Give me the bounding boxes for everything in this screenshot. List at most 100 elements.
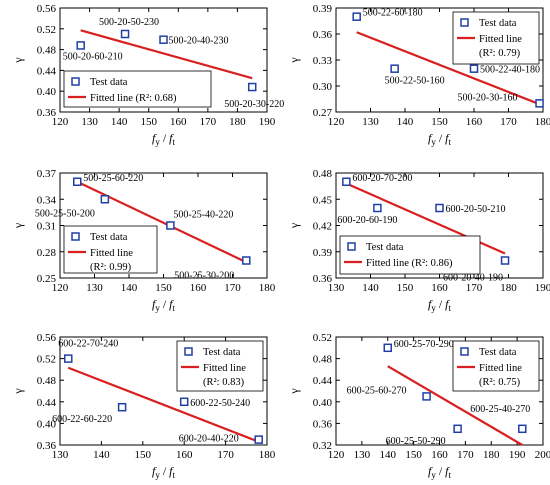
legend-fit-label: Fitted line	[479, 34, 522, 45]
data-point	[247, 82, 257, 92]
data-point	[535, 99, 544, 108]
legend-data-label: Test data	[479, 18, 517, 29]
chart-panel-2: 120 130 140 150 160 170 180 0.27 0.30 0.33 0.36 0.3…	[287, 3, 550, 147]
x-tick-label: 190	[535, 282, 550, 294]
data-point-label: 500-22-40-180	[480, 65, 540, 76]
legend: Test data Fitted line (R²: 0.99)	[63, 225, 158, 274]
legend-r2-label: (R²: 0.83)	[203, 377, 245, 388]
x-axis-title: fy / ft	[152, 464, 176, 480]
data-point	[469, 64, 479, 73]
x-tick-label: 120	[52, 282, 69, 294]
y-tick-label: 0.30	[313, 81, 333, 93]
x-tick-label: 150	[155, 282, 172, 294]
y-tick-label: 0.28	[37, 247, 57, 259]
legend-data-label: Test data	[203, 347, 241, 358]
x-tick-label: 150	[140, 116, 157, 128]
x-tick-label: 140	[111, 116, 128, 128]
legend: Test data Fitted line (R²: 0.83)	[176, 340, 264, 392]
fitted-line	[67, 366, 260, 443]
data-point	[76, 41, 85, 50]
legend-data-label: Test data	[90, 232, 128, 243]
y-tick-label: 0.34	[37, 194, 57, 206]
chart-panel-1: 120 130 140 150 160 170 180 190 0.36 0.40 0.44 0.48…	[11, 3, 284, 147]
x-tick-label: 160	[190, 282, 207, 294]
data-point	[500, 256, 510, 265]
chart-panel-5: 130 140 150 160 170 180 0.36 0.40 0.44 0.48 0.52 0.…	[11, 332, 276, 480]
legend-r2-label: (R²: 0.75)	[479, 377, 521, 388]
legend-marker-icon	[71, 232, 80, 241]
x-tick-label: 160	[176, 449, 193, 461]
x-tick-label: 130	[52, 449, 69, 461]
y-tick-label: 0.44	[37, 397, 57, 409]
data-point	[435, 203, 444, 213]
data-point-label: 600-20-50-210	[446, 204, 506, 215]
x-tick-label: 140	[397, 116, 414, 128]
y-tick-label: 0.39	[313, 3, 333, 15]
legend: Test data Fitted line (R²: 0.86)	[339, 235, 481, 275]
chart-panel-4: 130 140 150 160 170 180 190 0.36 0.39 0.42 0.45 0.4…	[287, 168, 550, 313]
data-point-label: 500-25-50-200	[35, 208, 95, 219]
x-tick-label: 190	[259, 116, 276, 128]
legend-marker-icon	[184, 347, 193, 356]
data-point-label: 500-25-40-220	[173, 210, 233, 221]
y-tick-label: 0.52	[37, 24, 56, 36]
data-point-label: 600-20-40-190	[443, 273, 503, 284]
data-point-label: 600-20-40-220	[179, 434, 239, 445]
chart-panel-6: 120 130 140 150 160 170 180 190 200 0.32 0.36 0.40 0…	[287, 332, 550, 480]
x-axis-title: fy / ft	[428, 464, 452, 480]
x-tick-label: 160	[431, 282, 448, 294]
data-point-label: 600-20-60-190	[337, 215, 397, 226]
x-tick-label: 160	[431, 449, 448, 461]
y-tick-label: 0.25	[37, 273, 57, 285]
x-tick-label: 130	[354, 449, 371, 461]
legend-marker-icon	[460, 18, 469, 27]
x-tick-label: 180	[483, 449, 500, 461]
y-tick-label: 0.36	[313, 29, 333, 41]
fitted-line	[356, 31, 540, 106]
legend-r2-label: (R²: 0.99)	[90, 262, 132, 273]
data-point	[453, 424, 462, 434]
data-point-label: 600-22-60-220	[52, 414, 112, 425]
legend-data-label: Test data	[479, 347, 517, 358]
x-tick-label: 120	[52, 116, 69, 128]
x-tick-label: 130	[362, 116, 379, 128]
x-tick-label: 160	[466, 116, 483, 128]
legend-data-label: Test data	[366, 242, 404, 253]
legend-fit-label: Fitted line	[203, 363, 246, 374]
x-tick-label: 180	[229, 116, 246, 128]
y-axis-title: γ	[287, 57, 301, 64]
y-tick-label: 0.52	[37, 354, 56, 366]
x-tick-label: 120	[328, 449, 345, 461]
data-point-label: 500-22-50-160	[385, 76, 445, 87]
y-tick-label: 0.56	[37, 332, 57, 344]
data-point	[159, 35, 168, 44]
x-tick-label: 170	[500, 116, 517, 128]
y-tick-label: 0.48	[37, 375, 57, 387]
y-tick-label: 0.32	[313, 440, 332, 452]
data-point-label: 600-25-60-270	[347, 385, 407, 396]
y-tick-label: 0.31	[37, 221, 56, 233]
x-tick-label: 170	[457, 449, 474, 461]
legend-data-label: Test data	[90, 77, 128, 88]
x-tick-label: 180	[535, 116, 550, 128]
y-tick-label: 0.40	[313, 397, 333, 409]
x-tick-label: 180	[259, 282, 276, 294]
x-tick-label: 150	[431, 116, 448, 128]
y-tick-label: 0.44	[37, 65, 57, 77]
fitted-line	[80, 29, 253, 80]
legend-fit-label: Fitted line (R²: 0.86)	[366, 258, 453, 269]
x-tick-label: 170	[217, 449, 234, 461]
y-tick-label: 0.52	[313, 332, 332, 344]
y-axis-title: γ	[287, 222, 301, 229]
y-tick-label: 0.36	[313, 273, 333, 285]
data-point	[390, 64, 399, 73]
legend-fit-label: Fitted line (R²: 0.68)	[90, 93, 177, 104]
x-tick-label: 140	[362, 282, 379, 294]
y-tick-label: 0.42	[313, 221, 332, 233]
legend-fit-label: Fitted line	[479, 363, 522, 374]
x-tick-label: 150	[405, 449, 422, 461]
x-tick-label: 150	[135, 449, 152, 461]
data-point-label: 500-22-60-180	[363, 8, 423, 19]
x-tick-label: 170	[200, 116, 217, 128]
data-point	[373, 203, 382, 213]
